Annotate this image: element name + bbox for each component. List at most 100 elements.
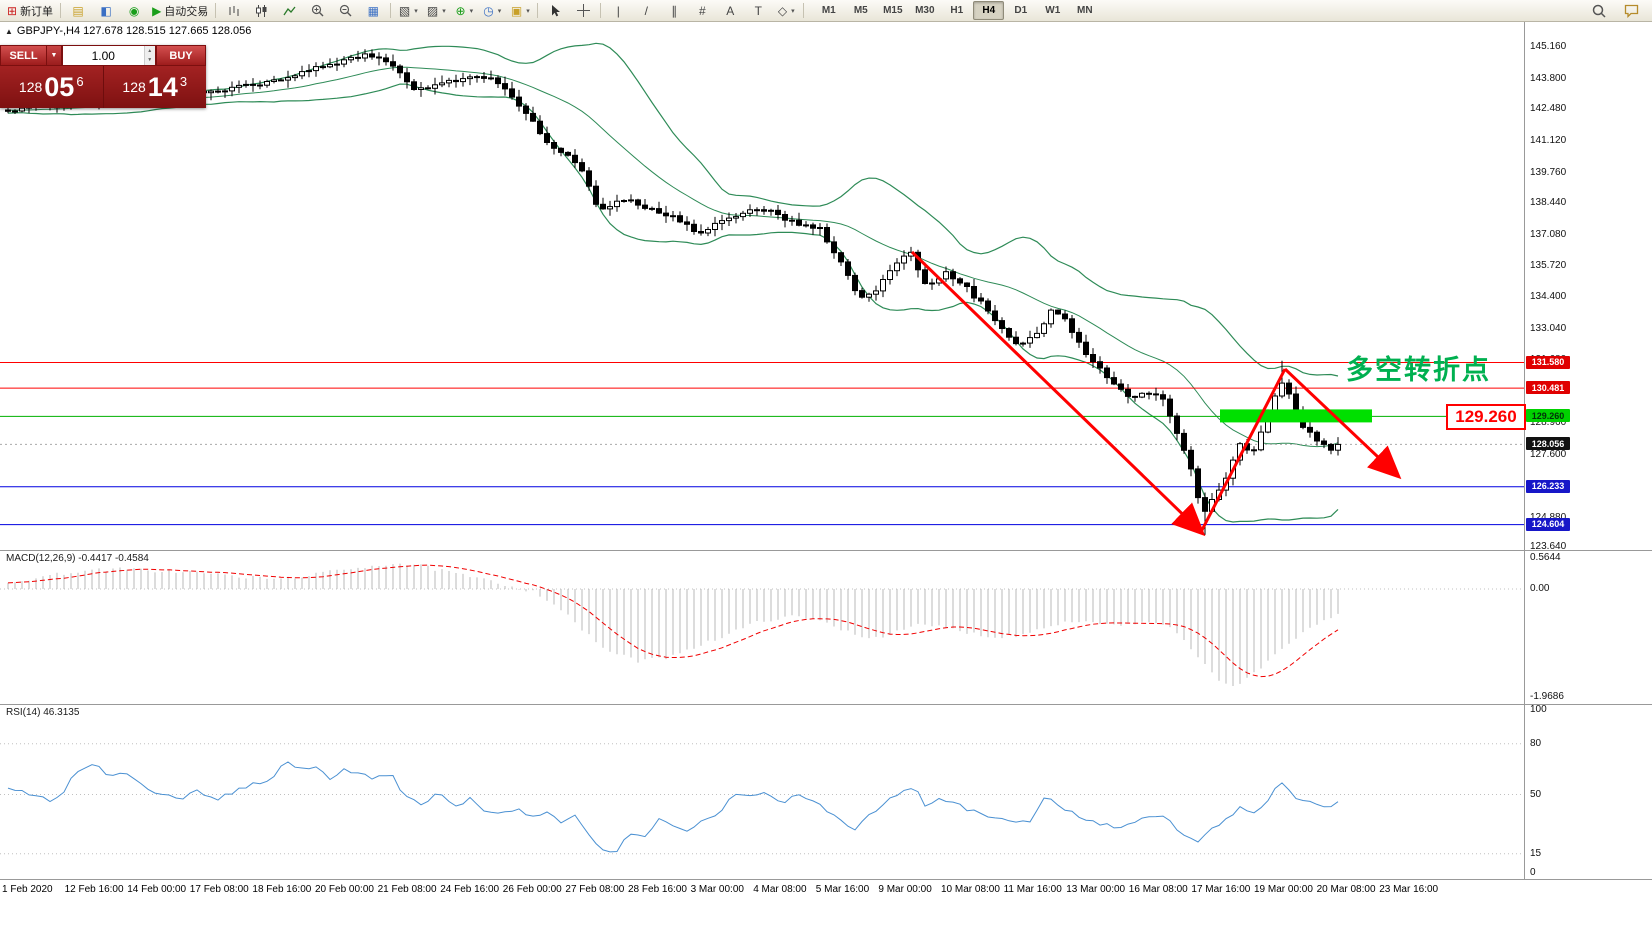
data-window-button[interactable]: ◧ [92, 1, 120, 21]
time-axis-label: 17 Feb 08:00 [189, 884, 249, 895]
periods-button[interactable]: ◷ ▾ [478, 1, 506, 21]
vertical-line-icon: | [616, 3, 620, 18]
templates-button[interactable]: ▧ ▾ [394, 1, 422, 21]
dropdown-arrow-icon: ▾ [414, 7, 418, 15]
one-click-trading-panel: SELL ▼ ▲ ▼ BUY 128 05 6 128 14 3 [0, 45, 206, 108]
macd-indicator-panel[interactable] [0, 551, 1524, 704]
fibonacci-tool-button[interactable]: # [688, 1, 716, 21]
price-tag: 126.233 [1526, 479, 1570, 493]
buy-price-display[interactable]: 128 14 3 [102, 66, 207, 108]
auto-trading-label: 自动交易 [164, 5, 209, 18]
time-axis-label: 27 Feb 08:00 [565, 884, 625, 895]
sell-price-prefix: 128 [18, 79, 43, 95]
auto-trading-icon: ▶ [152, 3, 162, 18]
main-price-chart[interactable] [0, 22, 1524, 550]
buy-price-prefix: 128 [122, 79, 146, 95]
market-watch-button[interactable]: ▤ [64, 1, 92, 21]
support-zone-object[interactable] [1220, 409, 1372, 423]
new-order-button[interactable]: ⊞ 新订单 [3, 1, 57, 21]
candlestick-chart-icon [255, 4, 267, 17]
trend-arrow-object-1[interactable] [910, 250, 1206, 537]
price-tag: 129.260 [1526, 409, 1570, 423]
price-axis-label: 134.400 [1530, 291, 1567, 302]
order-type-dropdown[interactable]: ▼ [47, 45, 62, 66]
turning-point-annotation: 多空转折点 [1346, 355, 1491, 385]
macd-signal-line [7, 564, 1339, 678]
trend-arrow-object-2[interactable] [1199, 368, 1287, 533]
price-axis-label: 138.440 [1530, 197, 1567, 209]
volume-increase-button[interactable]: ▲ [144, 46, 155, 56]
price-axis[interactable]: 145.160 143.800 142.480 141.120 139.760 138.4… [1524, 22, 1652, 882]
chat-bubble-icon [1624, 4, 1638, 18]
chart-styles-button[interactable]: ▣ ▾ [506, 1, 534, 21]
volume-input[interactable] [63, 46, 144, 65]
zoom-out-icon [339, 4, 352, 17]
shapes-tool-button[interactable]: ◇ ▾ [772, 1, 800, 21]
indicators-button[interactable]: ⊕ ▾ [450, 1, 478, 21]
timeframe-button-mn[interactable]: MN [1077, 5, 1093, 16]
candlestick-chart-button[interactable] [247, 1, 275, 21]
search-icon [1592, 4, 1606, 18]
volume-spinner: ▲ ▼ [143, 46, 155, 65]
crosshair-icon [576, 4, 590, 17]
time-axis-separator[interactable] [0, 879, 1652, 880]
toolbar-separator [600, 3, 602, 18]
timeframe-button-w1[interactable]: W1 [1045, 5, 1061, 16]
toolbar-separator [60, 3, 62, 18]
time-axis-label: 23 Mar 16:00 [1379, 884, 1439, 895]
timeframe-button-m15[interactable]: M15 [883, 5, 903, 16]
navigator-button[interactable]: ◉ [120, 1, 148, 21]
timeframe-button-h1[interactable]: H1 [950, 5, 964, 16]
time-axis-label: 11 Mar 16:00 [1003, 884, 1062, 895]
time-axis[interactable]: 1 Feb 2020 12 Feb 16:00 14 Feb 00:00 17 Feb… [0, 882, 1652, 902]
sell-price-big: 05 [44, 71, 75, 102]
zoom-out-button[interactable] [331, 1, 359, 21]
community-button[interactable] [1617, 1, 1645, 21]
sell-price-display[interactable]: 128 05 6 [0, 66, 103, 108]
label-tool-button[interactable]: T [744, 1, 772, 21]
crosshair-button[interactable] [569, 1, 597, 21]
trendline-tool-button[interactable]: / [632, 1, 660, 21]
text-tool-button[interactable]: A [716, 1, 744, 21]
zoom-in-icon [311, 4, 324, 17]
price-tag: 124.604 [1526, 517, 1570, 531]
panel-separator[interactable] [0, 704, 1652, 705]
panel-separator[interactable] [0, 550, 1652, 551]
line-chart-button[interactable] [275, 1, 303, 21]
channel-tool-button[interactable]: ∥ [660, 1, 688, 21]
volume-decrease-button[interactable]: ▼ [144, 55, 155, 65]
time-axis-label: 17 Mar 16:00 [1191, 884, 1251, 895]
trend-arrow-object-3[interactable] [1283, 367, 1402, 480]
search-button[interactable] [1585, 1, 1613, 21]
price-axis-label: 142.480 [1530, 103, 1567, 115]
price-axis-label: 137.080 [1530, 228, 1567, 240]
fibonacci-icon: # [698, 3, 706, 18]
timeframe-button-m30[interactable]: M30 [915, 5, 935, 16]
bar-chart-button[interactable] [219, 1, 247, 21]
bollinger-upper-band [7, 42, 1339, 377]
rsi-indicator-panel[interactable] [0, 705, 1524, 879]
shapes-tool-icon: ◇ [777, 3, 788, 18]
dropdown-arrow-icon: ▾ [497, 7, 502, 15]
profiles-icon: ▨ [426, 3, 439, 18]
timeframe-button-d1[interactable]: D1 [1014, 5, 1028, 16]
timeframe-button-m1[interactable]: M1 [821, 5, 836, 16]
cursor-button[interactable] [541, 1, 569, 21]
rsi-axis-label: 50 [1530, 788, 1542, 800]
timeframe-button-h4[interactable]: H4 [973, 1, 1005, 20]
auto-trading-button[interactable]: ▶ 自动交易 [148, 1, 212, 21]
timeframe-button-m5[interactable]: M5 [853, 5, 868, 16]
buy-button[interactable]: BUY [156, 45, 206, 66]
toolbar-separator [803, 3, 805, 18]
time-axis-label: 12 Feb 16:00 [64, 884, 124, 895]
periods-icon: ◷ [483, 3, 494, 18]
price-annotation-box: 129.260 [1446, 404, 1526, 430]
zoom-in-button[interactable] [303, 1, 331, 21]
sell-button[interactable]: SELL [0, 45, 47, 66]
vertical-line-tool-button[interactable]: | [604, 1, 632, 21]
tile-windows-button[interactable]: ▦ [359, 1, 387, 21]
profiles-button[interactable]: ▨ ▾ [422, 1, 450, 21]
indicators-icon: ⊕ [455, 3, 466, 18]
time-axis-label: 1 Feb 2020 [2, 884, 53, 895]
bollinger-lower-band [7, 83, 1339, 523]
